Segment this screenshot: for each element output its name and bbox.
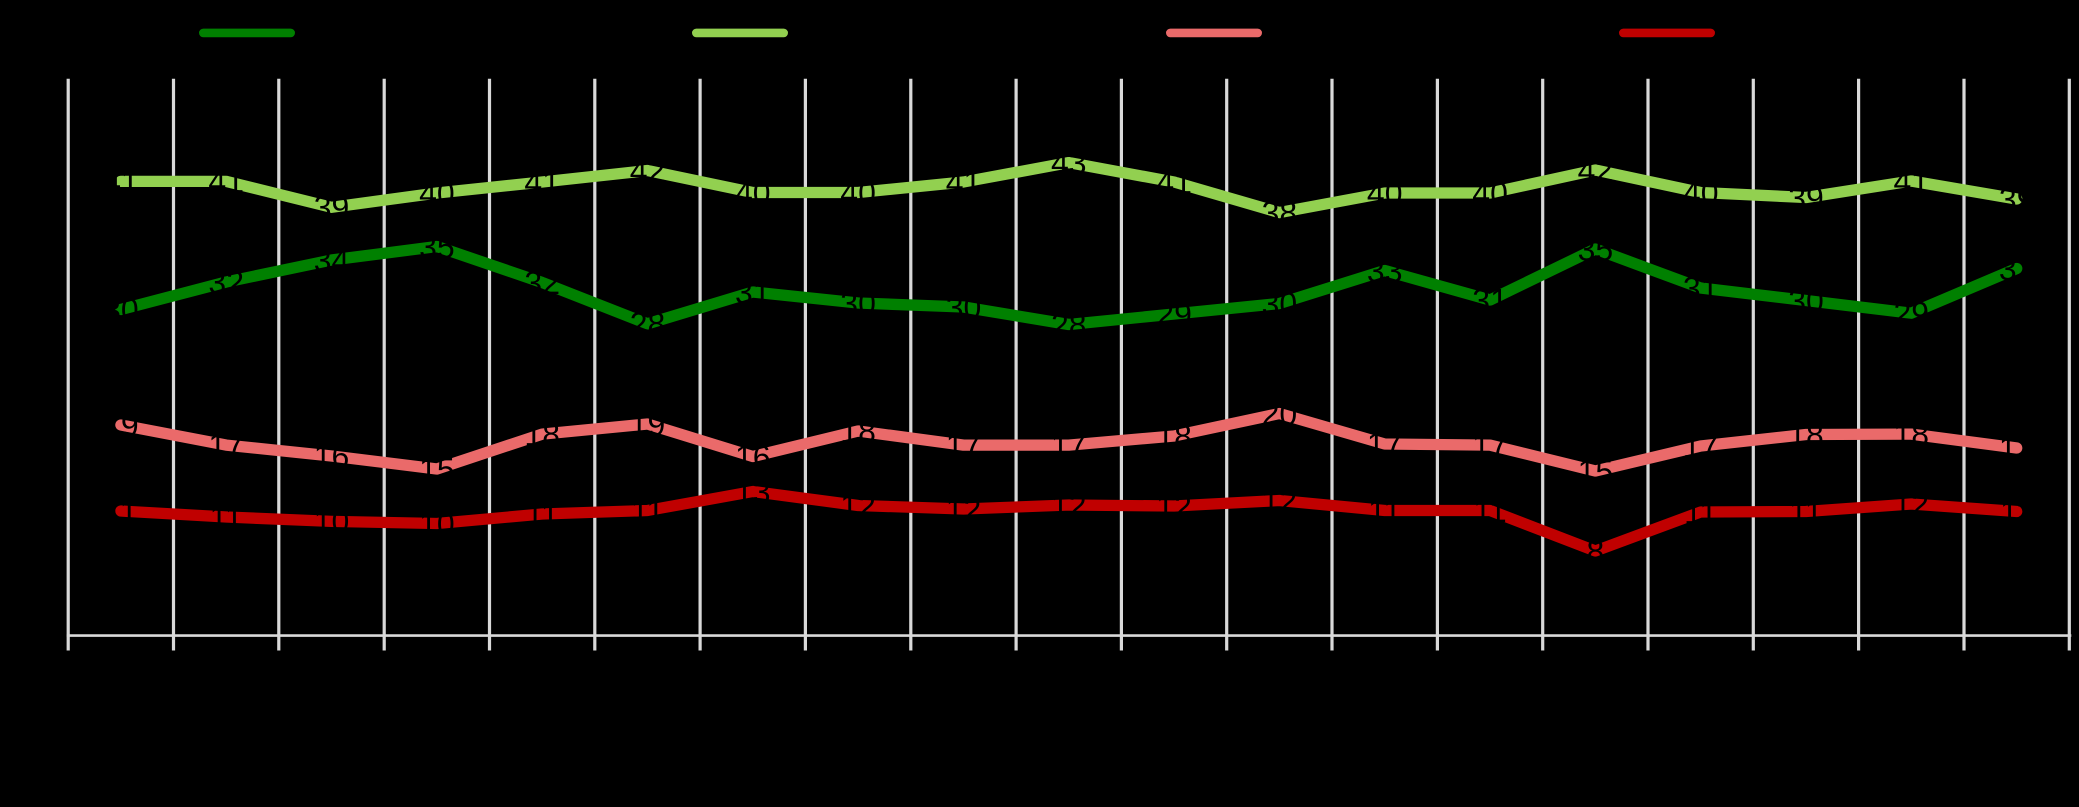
svg-text:12: 12 — [1156, 488, 1192, 524]
svg-text:12: 12 — [1894, 486, 1930, 522]
svg-text:34: 34 — [314, 242, 350, 278]
svg-text:17: 17 — [1999, 430, 2035, 466]
svg-text:19: 19 — [630, 406, 666, 442]
svg-text:18: 18 — [1894, 416, 1930, 452]
svg-text:17: 17 — [1367, 426, 1403, 462]
svg-text:30: 30 — [103, 292, 139, 328]
svg-text:17: 17 — [1683, 428, 1719, 464]
svg-text:29: 29 — [1156, 296, 1192, 332]
svg-text:11: 11 — [2000, 494, 2033, 530]
svg-text:8: 8 — [1587, 533, 1605, 569]
svg-text:16: 16 — [314, 438, 350, 474]
svg-text:15: 15 — [1578, 453, 1614, 489]
svg-text:30: 30 — [1788, 283, 1824, 319]
svg-text:13: 13 — [735, 474, 771, 510]
svg-text:18: 18 — [524, 416, 560, 452]
svg-text:12: 12 — [840, 488, 876, 524]
svg-text:17: 17 — [1051, 427, 1087, 463]
svg-text:17: 17 — [946, 427, 982, 463]
svg-text:29: 29 — [1894, 296, 1930, 332]
svg-text:31: 31 — [735, 274, 771, 310]
svg-text:40: 40 — [419, 175, 455, 211]
svg-text:41: 41 — [1894, 163, 1930, 199]
svg-text:12: 12 — [1051, 487, 1087, 523]
svg-text:41: 41 — [208, 164, 244, 200]
svg-text:35: 35 — [1578, 231, 1614, 267]
svg-text:41: 41 — [946, 164, 982, 200]
svg-text:43: 43 — [1051, 145, 1087, 181]
svg-text:30: 30 — [840, 285, 876, 321]
svg-text:41: 41 — [1156, 164, 1192, 200]
svg-text:18: 18 — [1788, 417, 1824, 453]
svg-text:40: 40 — [1472, 175, 1508, 211]
svg-text:39: 39 — [1788, 180, 1824, 216]
svg-text:30: 30 — [1262, 286, 1298, 322]
svg-text:12: 12 — [946, 491, 982, 527]
svg-text:28: 28 — [630, 306, 666, 342]
svg-text:41: 41 — [103, 164, 139, 200]
svg-text:11: 11 — [104, 493, 137, 529]
svg-text:40: 40 — [840, 175, 876, 211]
svg-text:31: 31 — [1683, 270, 1719, 306]
svg-text:35: 35 — [419, 229, 455, 265]
svg-text:11: 11 — [210, 499, 243, 535]
svg-text:40: 40 — [735, 175, 771, 211]
svg-text:41: 41 — [524, 164, 560, 200]
svg-text:11: 11 — [631, 493, 664, 529]
svg-text:33: 33 — [1999, 251, 2035, 287]
svg-text:28: 28 — [1051, 307, 1087, 343]
svg-text:40: 40 — [1683, 175, 1719, 211]
svg-text:11: 11 — [1368, 493, 1401, 529]
svg-text:19: 19 — [103, 407, 139, 443]
svg-text:15: 15 — [419, 451, 455, 487]
svg-text:33: 33 — [1367, 253, 1403, 289]
svg-text:12: 12 — [1262, 483, 1298, 519]
svg-text:10: 10 — [314, 504, 350, 540]
svg-text:31: 31 — [1472, 282, 1508, 318]
svg-text:20: 20 — [1262, 396, 1298, 432]
svg-text:32: 32 — [208, 264, 244, 300]
svg-text:11: 11 — [526, 496, 559, 532]
svg-text:18: 18 — [1156, 418, 1192, 454]
svg-text:39: 39 — [314, 190, 350, 226]
svg-text:38: 38 — [1262, 195, 1298, 231]
svg-text:11: 11 — [1789, 494, 1822, 530]
svg-text:11: 11 — [1473, 493, 1506, 529]
svg-text:30: 30 — [946, 289, 982, 325]
svg-text:42: 42 — [1578, 152, 1614, 188]
svg-text:17: 17 — [1472, 427, 1508, 463]
svg-text:16: 16 — [735, 439, 771, 475]
svg-text:40: 40 — [1367, 175, 1403, 211]
svg-text:39: 39 — [1999, 181, 2035, 217]
svg-text:42: 42 — [630, 153, 666, 189]
svg-text:11: 11 — [1684, 494, 1717, 530]
svg-text:17: 17 — [208, 427, 244, 463]
svg-text:18: 18 — [840, 413, 876, 449]
svg-text:10: 10 — [419, 506, 455, 542]
svg-text:32: 32 — [524, 265, 560, 301]
